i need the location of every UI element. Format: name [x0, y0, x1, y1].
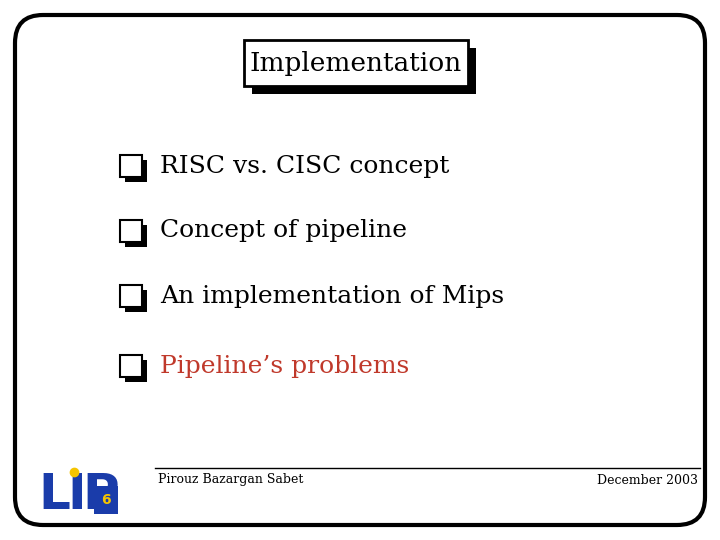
Bar: [125, 290, 147, 312]
Bar: [120, 285, 142, 307]
Text: Implementation: Implementation: [250, 51, 462, 76]
Text: RISC vs. CISC concept: RISC vs. CISC concept: [160, 154, 449, 178]
Bar: [120, 220, 142, 242]
Text: 6: 6: [102, 493, 111, 507]
Text: P: P: [82, 471, 119, 519]
Bar: [244, 40, 468, 86]
Text: December 2003: December 2003: [597, 474, 698, 487]
Bar: [120, 155, 142, 177]
FancyBboxPatch shape: [15, 15, 705, 525]
Bar: [252, 48, 476, 94]
Bar: [120, 355, 142, 377]
Text: L: L: [38, 471, 70, 519]
Text: Concept of pipeline: Concept of pipeline: [160, 219, 407, 242]
Bar: [125, 225, 147, 247]
Bar: [125, 360, 147, 382]
Bar: [125, 160, 147, 182]
Text: An implementation of Mips: An implementation of Mips: [160, 285, 504, 307]
Text: I: I: [67, 471, 86, 519]
Text: Pipeline’s problems: Pipeline’s problems: [160, 354, 409, 377]
Text: Pirouz Bazargan Sabet: Pirouz Bazargan Sabet: [158, 474, 303, 487]
